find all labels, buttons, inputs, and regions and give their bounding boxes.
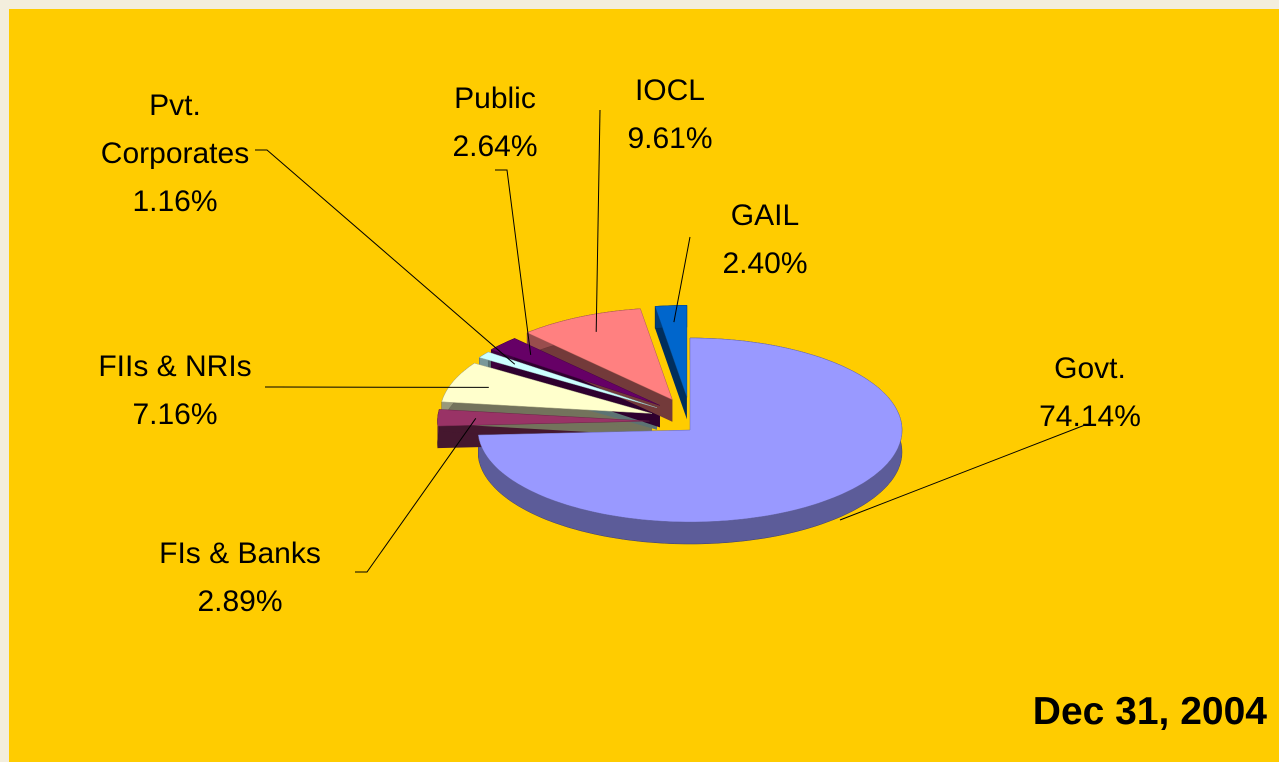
pie-slice: [654, 305, 688, 398]
category-label: Pvt. Corporates: [100, 89, 250, 170]
value-label: 1.16%: [132, 185, 218, 218]
category-label: IOCL: [634, 74, 706, 107]
value-label: 2.89%: [197, 585, 283, 618]
leader-line: [355, 418, 477, 573]
value-label: 7.16%: [132, 398, 218, 431]
slice-wall: [655, 306, 687, 420]
pie-slice: [441, 362, 653, 414]
value-label: 9.61%: [627, 122, 713, 155]
value-label: 2.40%: [722, 247, 808, 280]
value-label: 74.14%: [1039, 400, 1141, 433]
slice-label: Govt. 74.14%: [1039, 345, 1141, 441]
pie-slice: [478, 337, 903, 523]
category-label: Public: [454, 82, 536, 115]
leader-line: [495, 169, 532, 355]
leader-line: [255, 149, 516, 365]
slice-label: FIIs & NRIs 7.16%: [98, 343, 251, 439]
slice-label: Pvt. Corporates 1.16%: [90, 82, 260, 226]
slice-label: IOCL 9.61%: [627, 67, 712, 163]
slice-label: FIs & Banks 2.89%: [159, 530, 321, 626]
pie-slice: [490, 338, 661, 406]
value-label: 2.64%: [452, 130, 538, 163]
slice-wall: [527, 332, 673, 422]
slice-tops: [437, 305, 903, 523]
pie-slice: [437, 409, 650, 427]
category-label: GAIL: [730, 199, 800, 232]
category-label: FIs & Banks: [159, 537, 321, 570]
category-label: Govt.: [1054, 352, 1126, 385]
category-label: FIIs & NRIs: [98, 350, 252, 383]
pie-slice: [478, 351, 657, 408]
pie-slice: [526, 308, 673, 401]
leader-line: [595, 109, 601, 332]
leader-line: [839, 424, 1086, 521]
slice-label: Public 2.64%: [452, 75, 537, 171]
date-annotation: Dec 31, 2004: [1032, 690, 1267, 733]
leader-line: [673, 236, 691, 323]
slice-label: GAIL 2.40%: [722, 192, 807, 288]
